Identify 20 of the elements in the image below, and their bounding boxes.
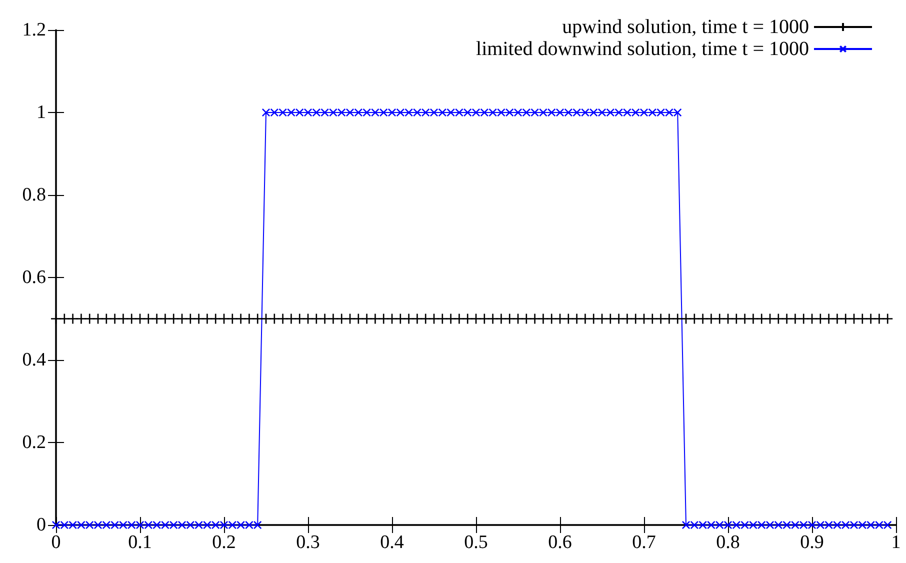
- y-tick-label: 0.8: [22, 184, 46, 206]
- legend-label: upwind solution, time t = 1000: [562, 16, 809, 38]
- x-tick-label: 0.8: [716, 532, 740, 553]
- x-tick-label: 0.9: [800, 532, 824, 553]
- x-tick-label: 0.2: [212, 532, 236, 553]
- x-tick-label: 0.5: [464, 532, 488, 553]
- y-tick-label: 0.2: [22, 432, 46, 453]
- y-tick-label: 0: [36, 514, 46, 536]
- x-tick-label: 0.3: [296, 532, 320, 553]
- x-tick-label: 0.6: [548, 532, 572, 553]
- x-tick-label: 0: [51, 532, 61, 553]
- y-tick-label: 0.4: [22, 350, 46, 370]
- x-tick-label: 0.7: [632, 532, 656, 553]
- y-tick-label: 1: [36, 102, 46, 123]
- x-tick-label: 1: [891, 532, 901, 553]
- y-tick-label: 0.6: [22, 267, 46, 288]
- x-tick-label: 0.4: [380, 532, 404, 553]
- legend-label: limited downwind solution, time t = 1000: [476, 38, 809, 60]
- y-tick-label: 1.2: [22, 20, 46, 40]
- x-tick-label: 0.1: [128, 532, 152, 553]
